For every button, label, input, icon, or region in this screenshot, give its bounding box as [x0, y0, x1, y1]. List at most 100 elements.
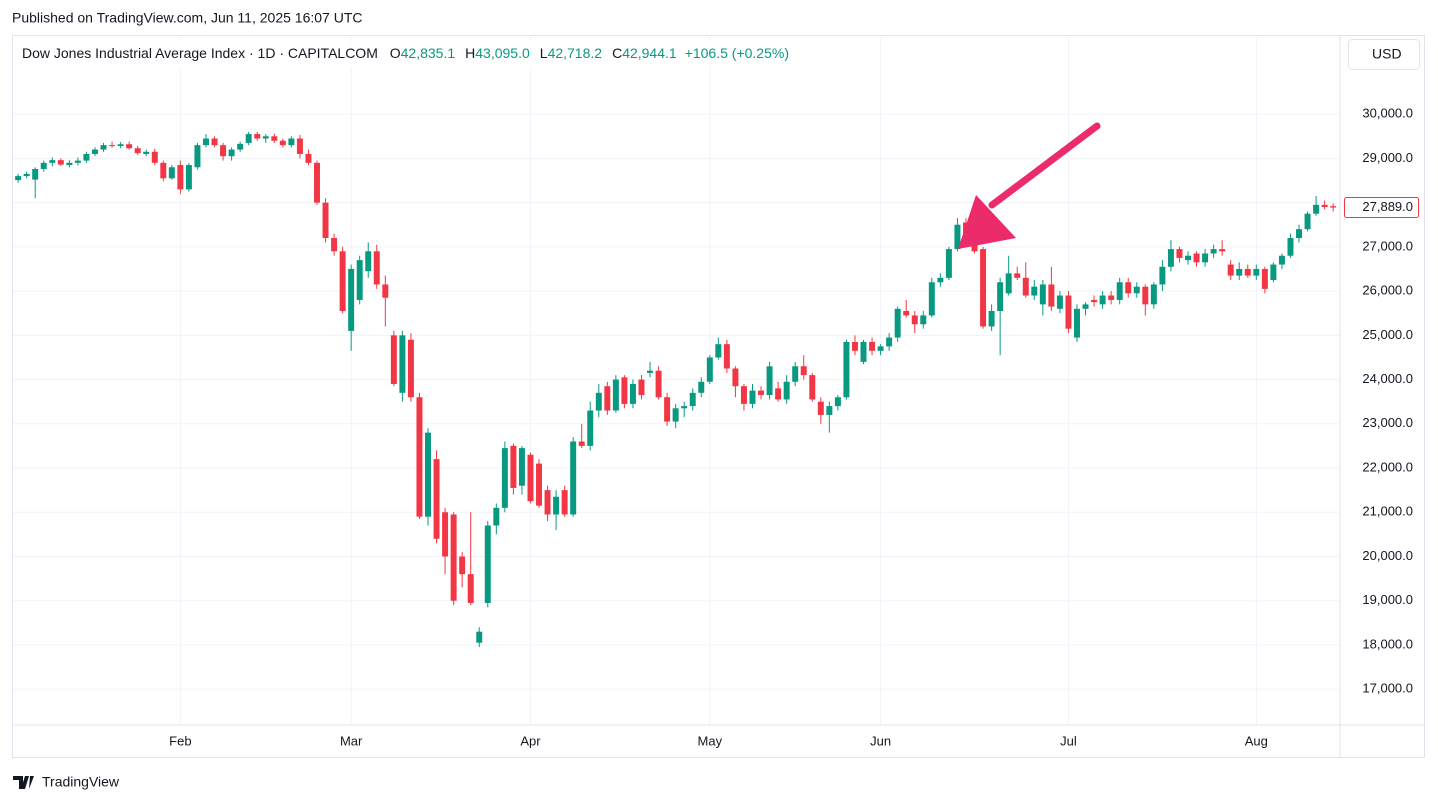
candle-body — [928, 282, 935, 316]
candle-body — [1099, 295, 1106, 305]
candle-body — [1150, 284, 1157, 305]
candle-body — [518, 448, 525, 486]
candle-body — [1048, 284, 1055, 307]
currency-button[interactable] — [1348, 39, 1420, 70]
candle-body — [168, 167, 175, 179]
candle-body — [501, 448, 508, 508]
candle-body — [66, 162, 73, 166]
candle-body — [723, 344, 730, 369]
y-tick-label: 18,000.0 — [1362, 636, 1413, 651]
candle-body — [296, 138, 303, 154]
candle-body — [1287, 238, 1294, 256]
candle-body — [1219, 249, 1226, 252]
candle-body — [749, 390, 756, 404]
candle-body — [664, 397, 671, 422]
y-tick-label: 24,000.0 — [1362, 371, 1413, 386]
candle-body — [570, 441, 577, 515]
y-tick-label: 22,000.0 — [1362, 459, 1413, 474]
candle-body — [544, 490, 551, 515]
candle-body — [288, 138, 295, 146]
candle-body — [1185, 255, 1191, 261]
legend-value: 42,944.1 — [622, 45, 677, 61]
legend-text: Dow Jones Industrial Average Index · 1D … — [22, 45, 789, 61]
candle-body — [305, 153, 312, 163]
candle-body — [15, 176, 22, 181]
x-tick-label: Mar — [340, 733, 363, 748]
candle-body — [869, 341, 876, 351]
candle-body — [1167, 249, 1174, 267]
candle-body — [920, 315, 927, 325]
annotation-arrow — [958, 122, 1101, 249]
candle-body — [1176, 249, 1183, 258]
candle-body — [425, 432, 431, 517]
candle-body — [672, 408, 679, 422]
symbol: Dow Jones Industrial Average Index · 1D … — [22, 45, 378, 61]
y-tick-label: 23,000.0 — [1362, 415, 1413, 430]
candle-body — [134, 148, 141, 154]
candle-body — [715, 344, 722, 358]
candle-body — [83, 153, 90, 161]
y-tick-label: 19,000.0 — [1362, 592, 1413, 607]
candle-body — [612, 379, 619, 411]
candle-body — [681, 406, 688, 409]
candle-body — [279, 140, 286, 146]
candle-body — [689, 392, 696, 407]
candle-body — [783, 381, 790, 400]
candle-body — [655, 370, 662, 398]
candle-body — [1039, 284, 1046, 305]
candle-body — [740, 386, 747, 404]
currency-label: USD — [1372, 46, 1402, 62]
candle-body — [1091, 299, 1098, 303]
candle-body — [698, 381, 705, 393]
candle-body — [1022, 277, 1029, 296]
candle-body — [262, 136, 269, 139]
candle-body — [800, 366, 807, 376]
candle-body — [211, 138, 218, 146]
candle-body — [706, 357, 713, 382]
published-line: Published on TradingView.com, Jun 11, 20… — [12, 10, 362, 26]
candle-body — [433, 459, 440, 539]
candle-body — [1116, 282, 1123, 300]
legend-key: O — [390, 45, 401, 61]
candle-body — [843, 341, 850, 398]
candle-body — [143, 151, 150, 154]
candle-body — [185, 165, 192, 190]
candles — [15, 131, 1337, 648]
candle-body — [536, 463, 543, 506]
candle-body — [894, 308, 901, 338]
candle-body — [877, 346, 884, 351]
candle-body — [390, 335, 397, 384]
candle-body — [1014, 273, 1021, 278]
candle-body — [1296, 229, 1303, 239]
ohlc-legend: Dow Jones Industrial Average Index · 1D … — [16, 41, 826, 67]
candle-body — [647, 370, 654, 373]
legend-key: C — [612, 45, 622, 61]
last-price-box — [1344, 197, 1419, 219]
candle-body — [1210, 249, 1217, 254]
candle-body — [1031, 286, 1038, 296]
candle-body — [886, 337, 893, 347]
candle-body — [945, 249, 952, 278]
legend-value: 42,835.1 — [401, 45, 456, 61]
candle-body — [254, 134, 261, 139]
candle-body — [792, 366, 799, 382]
candle-body — [314, 162, 320, 203]
candle-body — [1108, 295, 1115, 300]
candle-body — [484, 525, 491, 603]
candle-body — [1261, 268, 1268, 289]
candle-body — [49, 160, 56, 163]
candle-body — [604, 386, 611, 411]
candle-body — [373, 251, 380, 285]
candle-body — [348, 268, 355, 331]
brand-name: TradingView — [42, 774, 120, 790]
candle-body — [1202, 253, 1209, 263]
candle-body — [476, 631, 483, 643]
y-tick-label: 25,000.0 — [1362, 327, 1413, 342]
candle-body — [1244, 268, 1251, 276]
y-tick-label: 20,000.0 — [1362, 548, 1413, 563]
candle-body — [826, 406, 833, 415]
candle-body — [228, 149, 235, 157]
candle-body — [322, 202, 329, 239]
candle-body — [1074, 308, 1080, 338]
